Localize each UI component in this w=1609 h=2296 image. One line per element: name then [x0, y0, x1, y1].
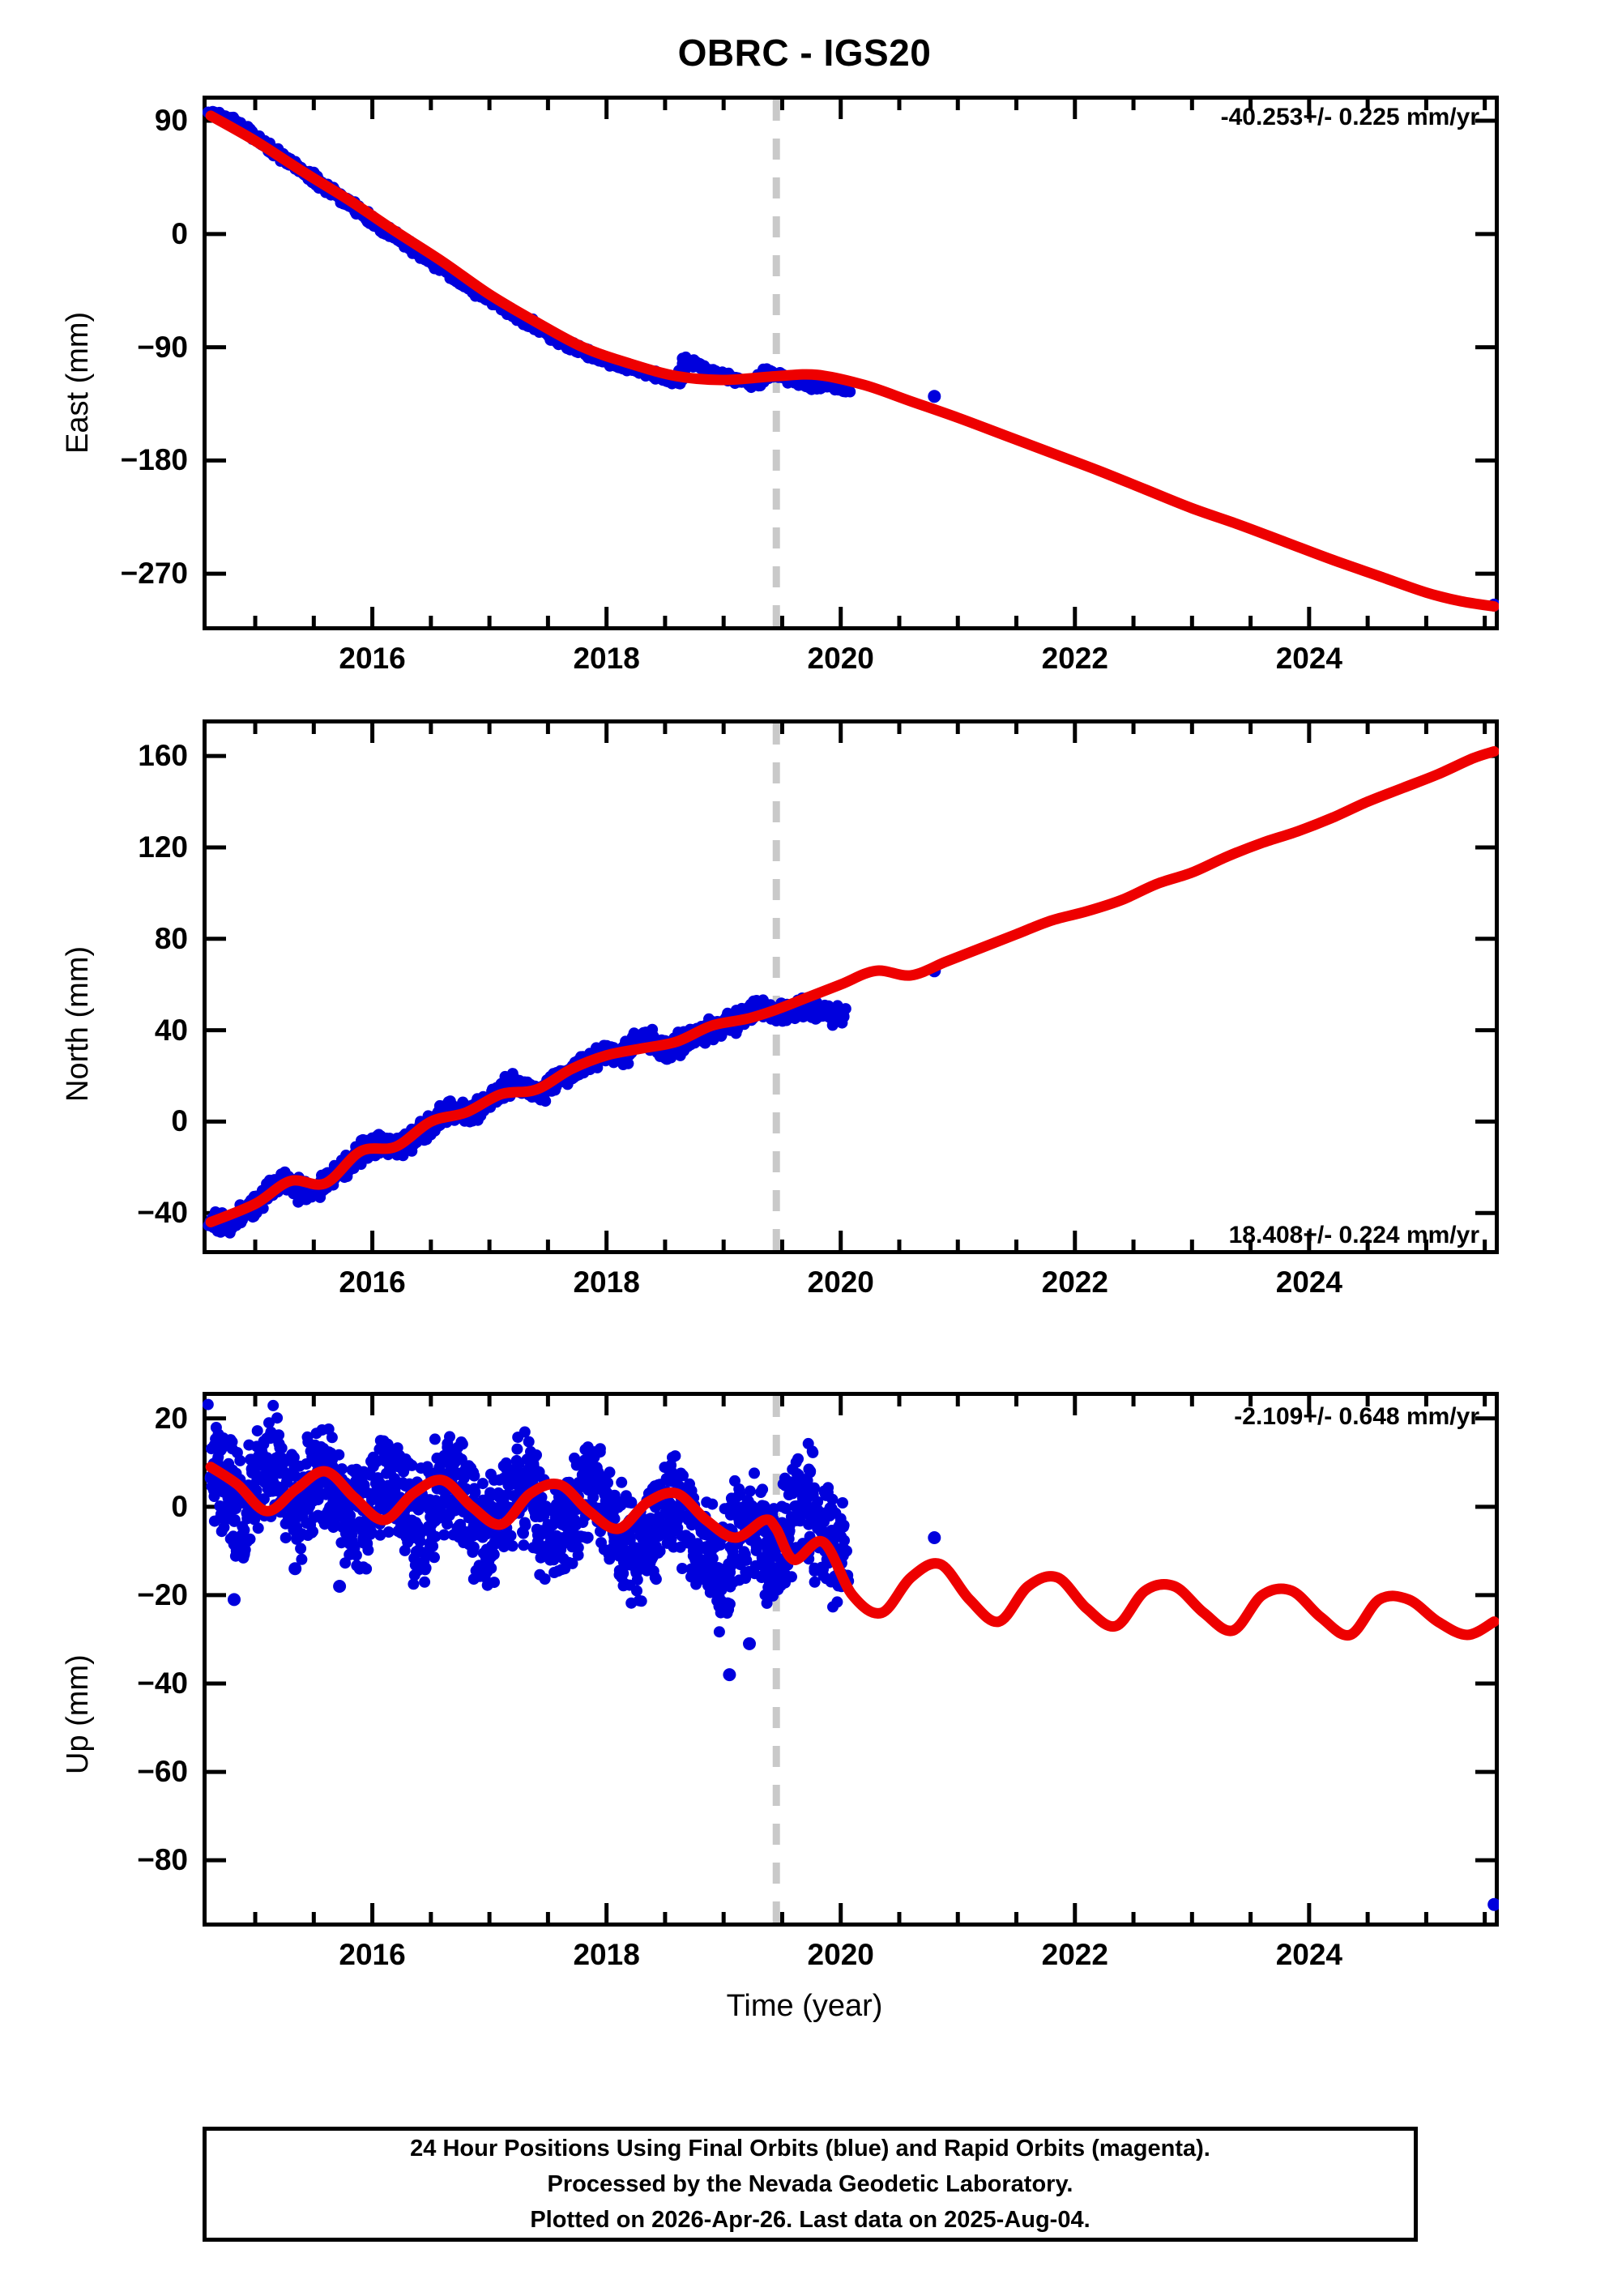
north-ytick-label: 0 — [171, 1104, 188, 1138]
north-xtick-label: 2022 — [1041, 1265, 1108, 1299]
east-rate-annotation: -40.253+/- 0.225 mm/yr — [1220, 104, 1479, 130]
north-xtick-label: 2024 — [1275, 1265, 1342, 1299]
north-rate-annotation: 18.408+/- 0.224 mm/yr — [1228, 1222, 1479, 1248]
up-plot-area — [203, 1392, 1499, 1927]
footer-line-2: Processed by the Nevada Geodetic Laborat… — [547, 2170, 1073, 2197]
north-xtick-label: 2016 — [339, 1265, 406, 1299]
up-xtick-label: 2024 — [1275, 1938, 1342, 1971]
panel-east — [203, 96, 1499, 630]
north-ytick-label: 120 — [138, 830, 188, 864]
time-axis-label: Time (year) — [726, 1989, 883, 2023]
up-ytick-label: −60 — [137, 1755, 188, 1789]
north-ytick-label: −40 — [137, 1196, 188, 1230]
north-ytick-label: 40 — [154, 1013, 188, 1047]
east-ytick-label: −90 — [137, 330, 188, 364]
footer-caption-box: 24 Hour Positions Using Final Orbits (bl… — [203, 2127, 1418, 2242]
north-plot-area — [203, 719, 1499, 1254]
north-ytick-label: 80 — [154, 921, 188, 955]
east-xtick-label: 2020 — [807, 642, 874, 675]
up-xtick-label: 2016 — [339, 1938, 406, 1971]
east-ytick-label: −270 — [120, 557, 188, 591]
east-ytick-label: 90 — [154, 104, 188, 138]
east-xtick-label: 2024 — [1275, 642, 1342, 675]
east-plot-area — [203, 96, 1499, 630]
east-xtick-label: 2022 — [1041, 642, 1108, 675]
up-ytick-label: 0 — [171, 1489, 188, 1523]
up-xtick-label: 2022 — [1041, 1938, 1108, 1971]
footer-line-1: 24 Hour Positions Using Final Orbits (bl… — [410, 2135, 1210, 2162]
east-xtick-label: 2016 — [339, 642, 406, 675]
east-xtick-label: 2018 — [573, 642, 640, 675]
panel-north — [203, 719, 1499, 1254]
up-ytick-label: 20 — [154, 1401, 188, 1435]
up-ytick-label: −40 — [137, 1667, 188, 1700]
east-ytick-label: −180 — [120, 443, 188, 477]
north-xtick-label: 2020 — [807, 1265, 874, 1299]
up-ytick-label: −80 — [137, 1843, 188, 1877]
page-title: OBRC - IGS20 — [677, 32, 932, 74]
footer-line-3: Plotted on 2026-Apr-26. Last data on 202… — [530, 2207, 1090, 2234]
up-rate-annotation: -2.109+/- 0.648 mm/yr — [1234, 1403, 1479, 1430]
panel-up — [203, 1392, 1499, 1927]
north-ytick-label: 160 — [138, 739, 188, 773]
up-xtick-label: 2020 — [807, 1938, 874, 1971]
up-xtick-label: 2018 — [573, 1938, 640, 1971]
up-ytick-label: −20 — [137, 1577, 188, 1611]
east-ytick-label: 0 — [171, 216, 188, 250]
north-xtick-label: 2018 — [573, 1265, 640, 1299]
